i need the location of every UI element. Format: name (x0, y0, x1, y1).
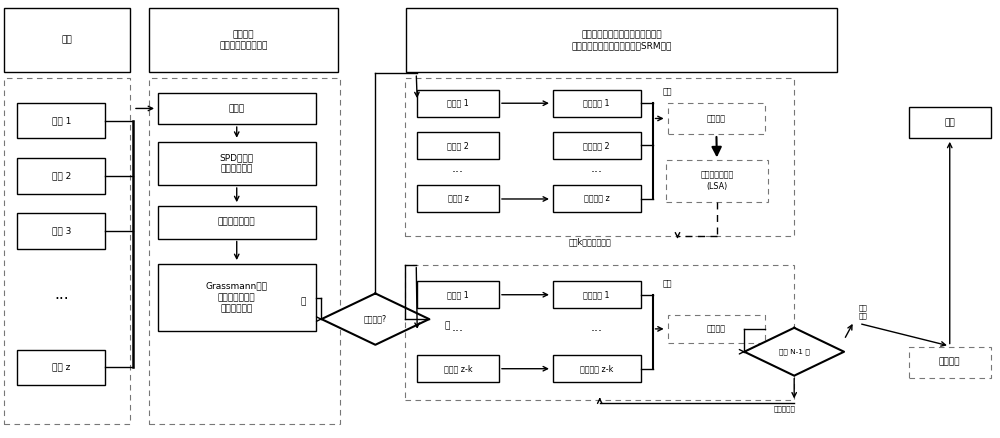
Text: 源域: 源域 (62, 35, 73, 45)
Text: ···: ··· (452, 325, 464, 338)
Bar (4, 8, 130, 72)
Text: ···: ··· (591, 166, 603, 179)
Text: 分类器 z-k: 分类器 z-k (444, 364, 472, 373)
Text: ···: ··· (54, 292, 69, 307)
Bar (666, 160, 768, 201)
Bar (417, 355, 499, 382)
Text: 移除k个不好的源域: 移除k个不好的源域 (568, 237, 611, 247)
Bar (17, 350, 105, 385)
Polygon shape (744, 328, 844, 376)
Text: 标签相似性分析
(LSA): 标签相似性分析 (LSA) (700, 171, 734, 191)
Text: 是: 是 (301, 297, 306, 306)
Bar (4, 78, 130, 424)
Bar (553, 281, 641, 308)
Text: 切空间特征提取: 切空间特征提取 (218, 218, 256, 227)
Text: ···: ··· (591, 325, 603, 338)
Text: Grassmann流形
特征学习以最小
化缘概率分布: Grassmann流形 特征学习以最小 化缘概率分布 (206, 282, 268, 314)
Text: 分类器 z: 分类器 z (448, 194, 469, 204)
Text: 投票: 投票 (663, 279, 672, 288)
Bar (417, 132, 499, 159)
Bar (158, 264, 316, 331)
Text: 迭代未结束: 迭代未结束 (773, 406, 795, 413)
Bar (417, 185, 499, 212)
Text: 脑电信号
边缘概率分布最小化: 脑电信号 边缘概率分布最小化 (220, 30, 268, 50)
Bar (17, 103, 105, 138)
Text: 迭代
结束: 迭代 结束 (859, 305, 868, 319)
Bar (553, 90, 641, 117)
Bar (158, 141, 316, 185)
Text: 源域 1: 源域 1 (52, 116, 71, 125)
Text: ···: ··· (452, 166, 464, 179)
Text: 分类器 1: 分类器 1 (447, 290, 469, 299)
Bar (17, 213, 105, 249)
Bar (158, 206, 316, 239)
Text: 源域 2: 源域 2 (52, 171, 71, 180)
Text: 分类结果 z: 分类结果 z (584, 194, 610, 204)
Bar (417, 90, 499, 117)
Bar (149, 8, 338, 72)
Bar (553, 355, 641, 382)
Bar (149, 78, 340, 424)
Text: 源域 z: 源域 z (52, 363, 70, 372)
Text: 分类结果 1: 分类结果 1 (583, 99, 610, 108)
Text: 迭代 N-1 次: 迭代 N-1 次 (779, 349, 810, 355)
Text: 目标域: 目标域 (229, 104, 245, 113)
Bar (909, 107, 991, 138)
Text: 预测标签: 预测标签 (939, 358, 960, 367)
Bar (406, 8, 837, 72)
Bar (909, 346, 991, 378)
Bar (158, 93, 316, 124)
Text: 分类结果: 分类结果 (707, 325, 726, 333)
Text: 分类结果 2: 分类结果 2 (583, 141, 610, 150)
Bar (553, 185, 641, 212)
Bar (668, 103, 765, 134)
Bar (417, 281, 499, 308)
Polygon shape (321, 293, 429, 345)
Bar (405, 265, 794, 399)
Bar (17, 158, 105, 194)
Bar (405, 78, 794, 237)
Text: 否: 否 (444, 321, 450, 330)
Text: 分类结果 1: 分类结果 1 (583, 290, 610, 299)
Text: 分类结果 z-k: 分类结果 z-k (580, 364, 613, 373)
Text: 分类器 2: 分类器 2 (447, 141, 469, 150)
Bar (553, 132, 641, 159)
Text: 每个源域单独训练分类器，最小化
和目标域的条件概率分布以及SRM方程: 每个源域单独训练分类器，最小化 和目标域的条件概率分布以及SRM方程 (571, 30, 672, 50)
Text: 初次迭代?: 初次迭代? (364, 314, 387, 324)
Text: 投票: 投票 (663, 88, 672, 97)
Text: 分类器 1: 分类器 1 (447, 99, 469, 108)
Text: 分类结果: 分类结果 (707, 114, 726, 123)
Text: SPD流形上
分布均值对齐: SPD流形上 分布均值对齐 (220, 153, 254, 173)
Text: 源域 3: 源域 3 (52, 226, 71, 235)
Text: 输出: 输出 (944, 118, 955, 127)
Bar (668, 315, 765, 343)
